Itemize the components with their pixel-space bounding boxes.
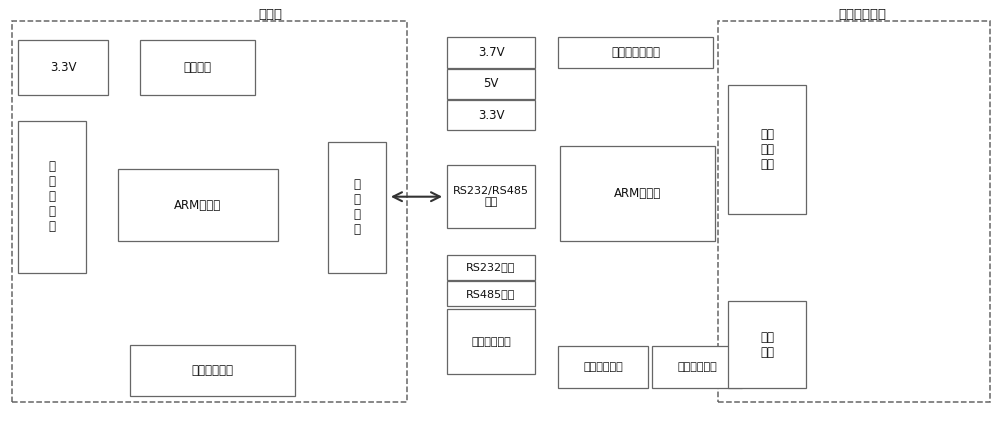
Bar: [140, 40, 255, 95]
Text: RS232电路: RS232电路: [466, 262, 516, 272]
Bar: [652, 346, 742, 388]
Text: 光
电
转
换
器: 光 电 转 换 器: [49, 160, 56, 233]
Text: 温度监测电路: 温度监测电路: [677, 362, 717, 372]
Bar: [447, 309, 535, 374]
Text: 5V: 5V: [483, 77, 499, 90]
Text: 鱼眼镜头: 鱼眼镜头: [184, 61, 212, 74]
Text: 液晶屏显示电路: 液晶屏显示电路: [611, 46, 660, 59]
Bar: [447, 165, 535, 228]
Text: 3.3V: 3.3V: [478, 109, 504, 121]
Text: 滤
波
电
路: 滤 波 电 路: [354, 178, 361, 236]
Text: 3.7V: 3.7V: [478, 46, 504, 59]
Bar: [130, 345, 295, 396]
Bar: [447, 69, 535, 99]
Bar: [447, 255, 535, 280]
Text: RS232/RS485
接口: RS232/RS485 接口: [453, 186, 529, 208]
Text: 状态指示电路: 状态指示电路: [471, 337, 511, 346]
Text: 数据处理装置: 数据处理装置: [838, 8, 886, 21]
Bar: [558, 37, 713, 68]
Bar: [558, 346, 648, 388]
Bar: [118, 169, 278, 241]
Bar: [18, 121, 86, 273]
Bar: [328, 142, 386, 273]
Text: RS485电路: RS485电路: [466, 288, 516, 299]
Text: 3.3V: 3.3V: [50, 61, 76, 74]
Bar: [560, 146, 715, 241]
Text: 小信号处电路: 小信号处电路: [192, 364, 234, 376]
Text: ARM处理器: ARM处理器: [174, 199, 222, 212]
Bar: [18, 40, 108, 95]
Bar: [447, 37, 535, 68]
Bar: [718, 21, 990, 402]
Bar: [12, 21, 407, 402]
Text: ARM处理器: ARM处理器: [614, 187, 661, 200]
Bar: [728, 301, 806, 388]
Bar: [447, 100, 535, 130]
Text: 探测器: 探测器: [258, 8, 282, 21]
Bar: [728, 85, 806, 214]
Text: 按键
控制
电路: 按键 控制 电路: [760, 128, 774, 170]
Text: 电压监测电路: 电压监测电路: [583, 362, 623, 372]
Text: 存储
电路: 存储 电路: [760, 330, 774, 359]
Bar: [447, 281, 535, 306]
